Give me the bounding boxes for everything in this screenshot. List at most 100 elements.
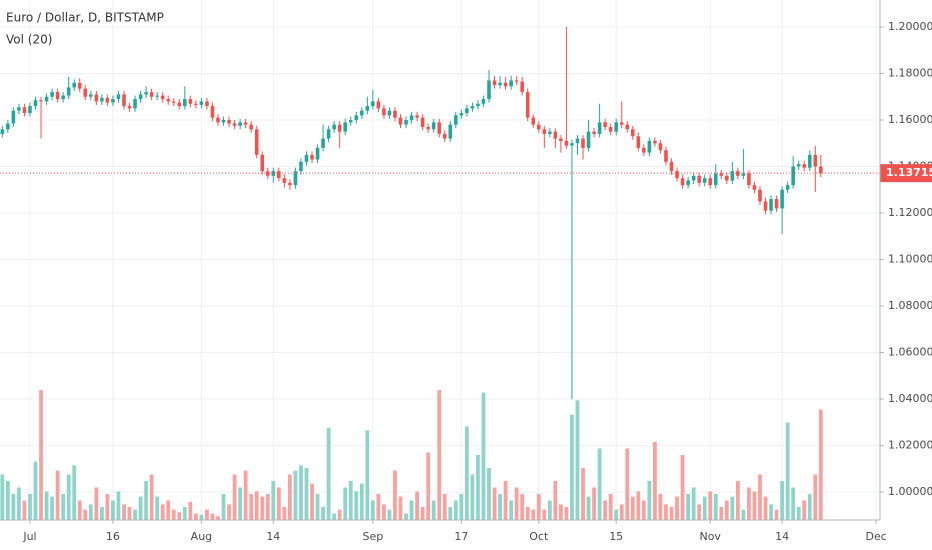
candle-body (387, 110, 392, 116)
candle-body (210, 106, 215, 118)
volume-bar (155, 496, 160, 520)
candle-body (232, 123, 237, 126)
volume-bar (691, 487, 696, 520)
candle-body (144, 92, 148, 95)
volume-label: Vol (20) (6, 33, 52, 47)
volume-bar (99, 507, 104, 520)
volume-bar (205, 509, 209, 520)
volume-bar (17, 487, 21, 520)
volume-bar (111, 500, 115, 520)
candle-body (608, 126, 613, 132)
candle-body (365, 106, 370, 111)
volume-bar (542, 509, 547, 520)
y-tick-label: 1.08000 (888, 299, 932, 312)
y-tick-label: 1.06000 (888, 346, 932, 359)
volume-bar (608, 494, 613, 520)
y-tick-label: 1.18000 (888, 66, 932, 79)
volume-bar (288, 474, 292, 520)
volume-bar (122, 504, 126, 520)
candle-body (382, 108, 386, 116)
volume-bar (415, 491, 420, 520)
volume-bar (382, 504, 386, 520)
candle-body (763, 201, 768, 211)
candle-body (813, 154, 818, 167)
volume-bar (713, 494, 718, 520)
candle-body (177, 102, 182, 107)
candle-body (725, 175, 729, 181)
candle-body (332, 124, 336, 130)
candle-body (570, 143, 574, 146)
candle-body (675, 171, 679, 179)
candle-body (454, 115, 458, 125)
volume-bar (453, 500, 458, 520)
candle-body (160, 95, 165, 100)
candle-body (736, 171, 740, 176)
x-tick-label: 17 (454, 530, 468, 543)
volume-bar (597, 448, 602, 520)
volume-bar (630, 496, 635, 520)
candle-body (713, 173, 718, 186)
volume-bar (664, 504, 668, 520)
x-tick-label: Dec (865, 530, 886, 543)
volume-bar (66, 474, 71, 520)
candle-body (282, 178, 287, 183)
candle-body (774, 199, 779, 209)
volume-bar (719, 507, 724, 520)
volume-bar (249, 494, 254, 520)
volume-bar (470, 474, 475, 520)
candle-body (116, 94, 121, 100)
candle-body (741, 173, 746, 176)
candle-body (55, 92, 60, 100)
volume-bar (343, 487, 348, 520)
volume-bar (28, 494, 32, 520)
candle-body (348, 120, 353, 123)
candle-body (476, 103, 480, 107)
volume-bar (807, 494, 812, 520)
candle-body (575, 138, 580, 144)
candle-body (321, 138, 325, 148)
candle-body (437, 122, 442, 134)
volume-bar (182, 507, 187, 520)
volume-bar (625, 448, 630, 520)
candle-body (503, 82, 508, 87)
candle-body (354, 115, 359, 120)
candle-body (514, 80, 519, 82)
candle-body (498, 82, 502, 86)
candle-body (0, 129, 5, 134)
volume-bar (503, 481, 508, 520)
volume-bar (675, 496, 679, 520)
volume-bar (619, 504, 624, 520)
volume-bar (603, 500, 608, 520)
candle-body (664, 150, 668, 162)
volume-bar (265, 494, 270, 520)
candle-body (487, 80, 491, 100)
volume-bar (370, 500, 375, 520)
candle-body (619, 122, 624, 125)
candle-body (44, 96, 49, 102)
candle-body (155, 95, 159, 97)
volume-bar (332, 513, 337, 520)
volume-bar (758, 474, 762, 520)
last-price-tag (880, 164, 932, 183)
candle-body (404, 120, 408, 125)
y-tick-label: 1.00000 (888, 485, 932, 498)
candle-body (398, 117, 403, 125)
volume-bar (426, 452, 431, 520)
candle-body (564, 140, 569, 146)
candle-body (50, 92, 54, 97)
volume-bar (105, 494, 110, 520)
candle-body (448, 124, 453, 139)
volume-bar (431, 500, 436, 520)
volume-bar (509, 500, 514, 520)
candle-body (802, 164, 807, 168)
volume-bar (310, 483, 314, 520)
candle-body (227, 120, 231, 124)
volume-bar (127, 507, 132, 520)
candle-body (254, 129, 259, 155)
volume-bar (498, 494, 502, 520)
candle-body (326, 129, 331, 139)
volume-bar (138, 496, 143, 520)
candle-body (376, 101, 381, 109)
volume-bar (492, 487, 497, 520)
